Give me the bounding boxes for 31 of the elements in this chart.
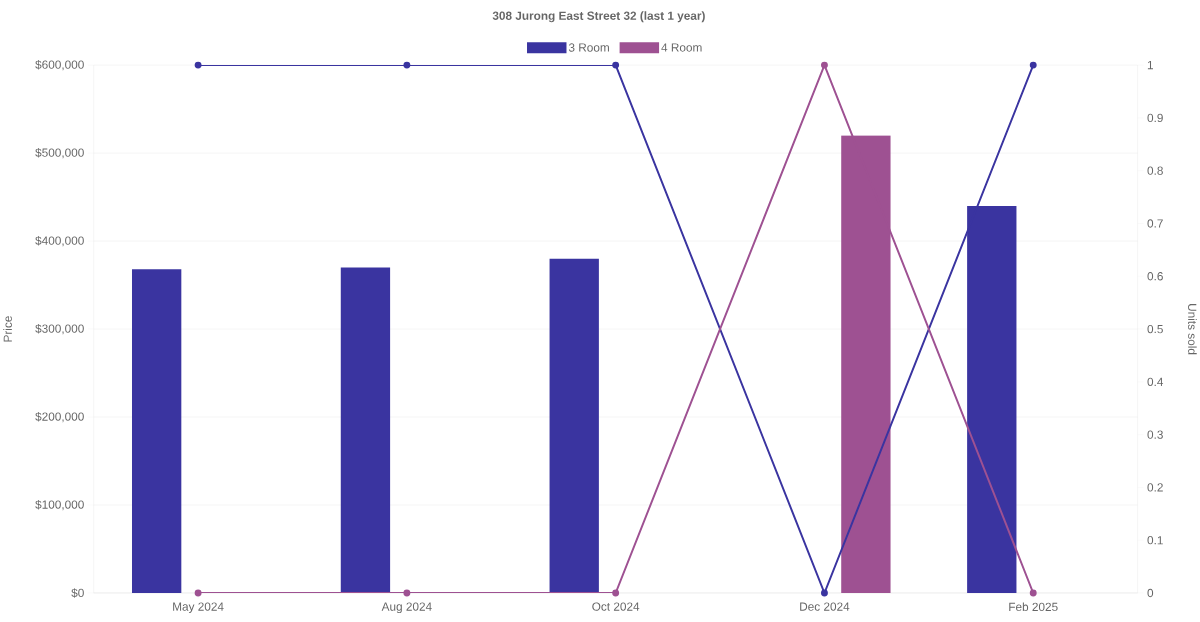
- x-tick-label: May 2024: [173, 602, 224, 614]
- y-tick-label: $200,000: [35, 412, 84, 423]
- y-tick-label: $0: [71, 588, 84, 598]
- y-tick-label: $500,000: [35, 148, 84, 159]
- y-tick-label: $100,000: [35, 500, 84, 511]
- y2-tick-label: 0.4: [1147, 377, 1164, 387]
- y2-tick-label: 0.9: [1147, 113, 1163, 123]
- y2-tick-label: 0: [1147, 589, 1154, 598]
- y-tick-label: $300,000: [35, 324, 84, 335]
- chart-title: 308 Jurong East Street 32 (last 1 year): [492, 11, 705, 23]
- legend-label: 3 Room: [568, 43, 609, 52]
- x-tick-label: Dec 2024: [800, 602, 850, 611]
- y2-tick-label: 1: [1147, 61, 1153, 70]
- y2-tick-label: 0.3: [1147, 430, 1163, 439]
- x-tick-label: Aug 2024: [381, 602, 432, 614]
- y2-tick-label: 0.2: [1147, 483, 1163, 492]
- x-tick-label: Feb 2025: [1009, 602, 1058, 612]
- bar: [549, 258, 599, 594]
- x-tick-label: Oct 2024: [592, 602, 640, 611]
- y2-tick-label: 0.5: [1147, 325, 1163, 334]
- legend-label: 4 Room: [661, 43, 702, 52]
- y2-tick-label: 0.1: [1147, 536, 1163, 545]
- y2-axis-title: Units sold: [1188, 304, 1197, 355]
- y2-tick-label: 0.7: [1147, 219, 1163, 228]
- bar: [340, 267, 391, 594]
- y-tick-label: $600,000: [35, 60, 84, 71]
- bar: [131, 269, 182, 594]
- y2-tick-label: 0.8: [1147, 166, 1163, 176]
- y-tick-label: $400,000: [35, 236, 84, 247]
- y2-tick-label: 0.6: [1147, 272, 1163, 281]
- y-axis-title: Price: [3, 316, 12, 342]
